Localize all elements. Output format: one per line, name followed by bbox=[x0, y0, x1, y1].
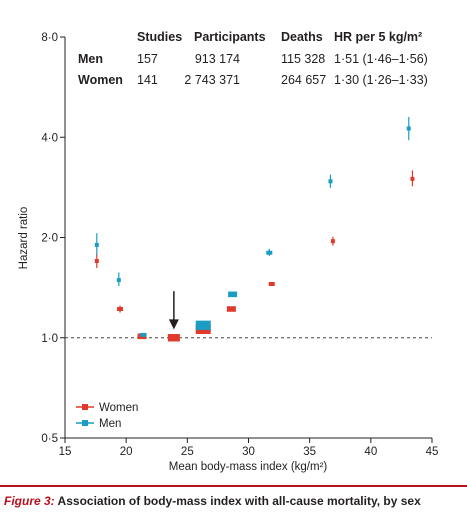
table-cell-women-hr: 1·30 (1·26–1·33) bbox=[334, 73, 428, 87]
table-cell-women-participants: 2 743 371 bbox=[184, 73, 240, 87]
point-men bbox=[228, 291, 238, 298]
chart-canvas: 0·5 1·0 2·0 4·0 8·0 15 20 25 30 35 40 45 Studies Pa… bbox=[18, 30, 438, 473]
figure-caption: Figure 3: Association of body-mass index… bbox=[4, 494, 421, 508]
legend-marker-women bbox=[82, 404, 88, 410]
x-tick-label: 20 bbox=[120, 446, 133, 458]
figure-caption-text: Association of body-mass index with all-… bbox=[54, 494, 421, 508]
arrow-head bbox=[168, 319, 179, 330]
y-tick-label: 8·0 bbox=[41, 32, 58, 44]
point-women bbox=[94, 259, 99, 264]
reference-arrow bbox=[168, 291, 179, 330]
legend-marker-men bbox=[82, 420, 88, 426]
point-men bbox=[116, 278, 121, 283]
point-men bbox=[94, 242, 99, 247]
table-cell-women-studies: 141 bbox=[137, 73, 158, 87]
x-tick-label: 45 bbox=[426, 446, 439, 458]
table-cell-men-hr: 1·51 (1·46–1·56) bbox=[334, 52, 428, 66]
point-men bbox=[195, 320, 211, 330]
x-tick-label: 25 bbox=[181, 446, 194, 458]
data-marks bbox=[94, 117, 415, 342]
y-tick-label: 2·0 bbox=[41, 233, 58, 245]
figure-caption-label: Figure 3: bbox=[4, 494, 55, 508]
x-tick-label: 15 bbox=[59, 446, 72, 458]
x-tick-label: 40 bbox=[364, 446, 377, 458]
point-women bbox=[268, 282, 275, 287]
y-tick-label: 1·0 bbox=[41, 333, 58, 345]
table-cell-men-deaths: 115 328 bbox=[281, 52, 325, 66]
x-axis-title: Mean body-mass index (kg/m²) bbox=[169, 461, 328, 473]
table-header-deaths: Deaths bbox=[281, 30, 323, 44]
point-women bbox=[226, 306, 236, 312]
point-men bbox=[266, 250, 273, 255]
table-cell-women-deaths: 264 657 bbox=[281, 73, 326, 87]
x-tick-label: 30 bbox=[242, 446, 255, 458]
point-women bbox=[117, 306, 124, 311]
legend-label-women: Women bbox=[99, 402, 138, 414]
y-tick-label: 4·0 bbox=[41, 132, 58, 144]
caption-rule bbox=[0, 485, 467, 487]
point-women bbox=[167, 334, 180, 342]
stats-table: Studies Participants Deaths HR per 5 kg/… bbox=[78, 30, 428, 87]
table-header-hr: HR per 5 kg/m² bbox=[334, 30, 422, 44]
point-women bbox=[410, 176, 415, 181]
table-header-participants: Participants bbox=[194, 30, 266, 44]
point-men bbox=[406, 126, 411, 131]
legend-label-men: Men bbox=[99, 418, 121, 430]
table-row-label-women: Women bbox=[78, 73, 123, 87]
table-cell-men-participants: 913 174 bbox=[195, 52, 240, 66]
axes: 0·5 1·0 2·0 4·0 8·0 15 20 25 30 35 40 45 bbox=[41, 32, 438, 458]
point-women bbox=[330, 239, 335, 244]
y-axis-title: Hazard ratio bbox=[18, 207, 30, 270]
table-row-label-men: Men bbox=[78, 52, 103, 66]
point-men bbox=[140, 332, 147, 337]
point-men bbox=[328, 179, 333, 184]
legend: Women Men bbox=[76, 402, 138, 430]
table-cell-men-studies: 157 bbox=[137, 52, 158, 66]
y-tick-label: 0·5 bbox=[41, 433, 58, 445]
x-tick-label: 35 bbox=[303, 446, 316, 458]
table-header-studies: Studies bbox=[137, 30, 182, 44]
